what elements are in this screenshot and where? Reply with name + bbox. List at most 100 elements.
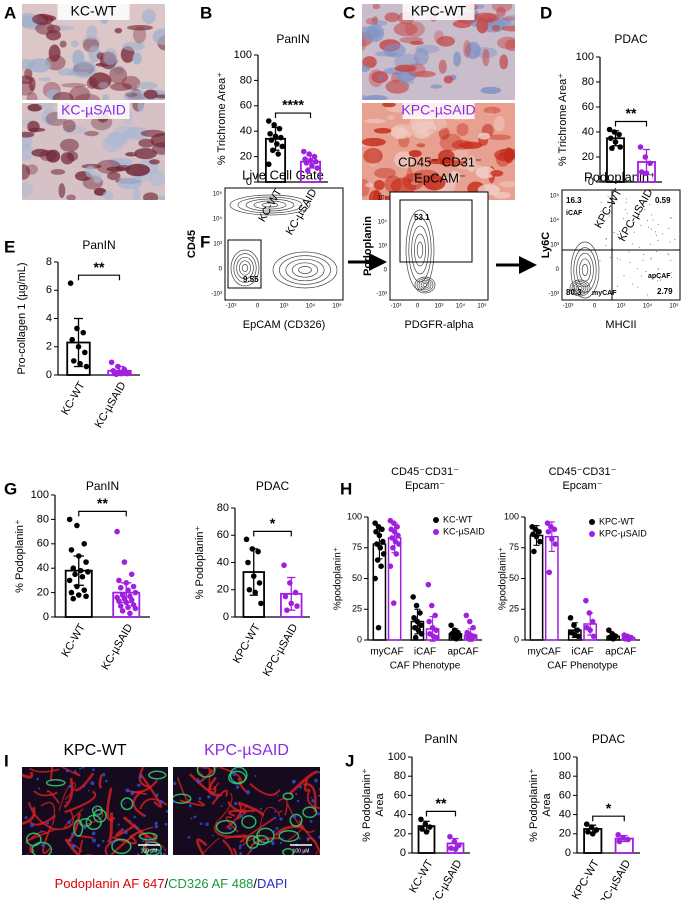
- tissue-texture: [393, 22, 418, 37]
- stain-texture: [111, 838, 132, 855]
- stain-texture: [236, 804, 249, 820]
- tissue-texture: [35, 22, 55, 35]
- y-axis-label: % Trichrome Area⁺: [216, 72, 228, 165]
- tissue-texture: [141, 9, 156, 25]
- stain-texture: [317, 794, 320, 797]
- tissue-texture: [114, 27, 123, 34]
- data-point: [374, 557, 381, 563]
- significance-label: **: [626, 105, 637, 121]
- flow-event: [619, 259, 621, 261]
- tissue-texture: [84, 130, 99, 137]
- stain-texture: [208, 776, 222, 797]
- tissue-texture: [415, 44, 440, 54]
- stain-texture: [239, 817, 275, 843]
- tissue-texture: [102, 94, 110, 100]
- flow-x-tick: 10³: [280, 304, 289, 310]
- significance-bracket: [274, 112, 312, 119]
- stain-texture: [198, 797, 202, 800]
- data-point: [583, 597, 589, 604]
- scale-label: 100 µM: [293, 848, 310, 854]
- stain-texture: [110, 840, 115, 845]
- stain-texture: [173, 781, 177, 786]
- y-tick-label: 100: [234, 49, 252, 61]
- y-axis-label: %podoplanin⁺: [333, 547, 344, 610]
- y-axis-label: % Trichrome Area⁺: [557, 73, 569, 166]
- tissue-texture: [143, 89, 158, 100]
- tissue-texture: [122, 41, 146, 51]
- x-axis-label: CAF Phenotype: [390, 661, 461, 672]
- stain-texture: [82, 825, 87, 830]
- tissue-texture: [499, 54, 509, 70]
- chart-title: PDAC: [256, 479, 290, 493]
- flow-event: [605, 245, 607, 247]
- tissue-texture: [453, 51, 462, 67]
- data-point: [274, 141, 280, 147]
- flow-contour: [236, 256, 254, 280]
- tissue-texture: [459, 141, 483, 149]
- flow-event: [650, 257, 652, 259]
- flow-y-tick: 10⁵: [550, 193, 560, 200]
- x-tick-label: KC-µSAID: [99, 622, 135, 672]
- tissue-texture: [438, 127, 450, 140]
- data-point: [609, 145, 615, 152]
- tissue-texture: [82, 35, 100, 49]
- flow-contour: [416, 241, 424, 259]
- data-point: [80, 329, 87, 336]
- tissue-texture: [125, 163, 151, 177]
- data-point: [306, 151, 312, 157]
- stain-texture: [310, 797, 313, 799]
- caption-part: Podoplanin AF 647: [55, 876, 165, 891]
- y-axis-label: Area: [374, 793, 386, 817]
- stain-texture: [25, 832, 42, 847]
- significance-label: *: [270, 515, 276, 531]
- data-point: [411, 615, 417, 621]
- y-tick-label: 8: [46, 256, 52, 268]
- tissue-texture: [85, 165, 96, 178]
- tissue-texture: [490, 169, 504, 177]
- legend-marker: [589, 531, 595, 537]
- flow-event: [669, 241, 671, 243]
- stain-texture: [238, 846, 242, 850]
- tissue-texture: [133, 148, 157, 160]
- stain-texture: [200, 767, 203, 769]
- y-tick-label: 100: [504, 511, 519, 521]
- tissue-texture: [31, 148, 49, 157]
- tissue-texture: [38, 103, 55, 110]
- stain-texture: [227, 801, 247, 814]
- flow-y-tick: 10⁴: [550, 217, 560, 224]
- stain-texture: [202, 777, 204, 780]
- data-point: [284, 607, 290, 613]
- flow-event: [600, 211, 602, 213]
- chart-title: PanIN: [424, 732, 457, 746]
- tissue-texture: [386, 115, 395, 121]
- y-tick-label: 50: [352, 573, 362, 583]
- tissue-texture: [102, 190, 114, 200]
- stain-texture: [258, 806, 279, 841]
- tissue-texture: [48, 44, 61, 62]
- flow-event: [623, 275, 625, 277]
- data-point: [432, 612, 438, 619]
- flow-contour: [237, 196, 303, 214]
- gate-value: 16.3: [566, 196, 582, 205]
- y-tick-label: 20: [37, 587, 49, 599]
- data-point: [278, 134, 284, 141]
- stain-texture: [74, 769, 77, 773]
- data-point: [81, 541, 88, 547]
- flow-y-label: Ly6C: [540, 232, 552, 259]
- stain-texture: [254, 775, 257, 778]
- tissue-texture: [394, 64, 417, 73]
- flow-event: [658, 268, 660, 270]
- data-point: [551, 526, 558, 533]
- stain-texture: [273, 816, 277, 820]
- data-point: [72, 571, 78, 578]
- stain-texture: [156, 837, 158, 840]
- stain-texture: [179, 799, 205, 807]
- flow-event: [655, 235, 657, 237]
- stain-texture: [139, 773, 163, 808]
- stain-texture: [317, 771, 320, 774]
- data-point: [589, 831, 596, 837]
- stain-texture: [228, 826, 232, 830]
- stain-texture: [22, 771, 34, 779]
- stain-texture: [155, 793, 159, 797]
- data-point: [132, 605, 139, 612]
